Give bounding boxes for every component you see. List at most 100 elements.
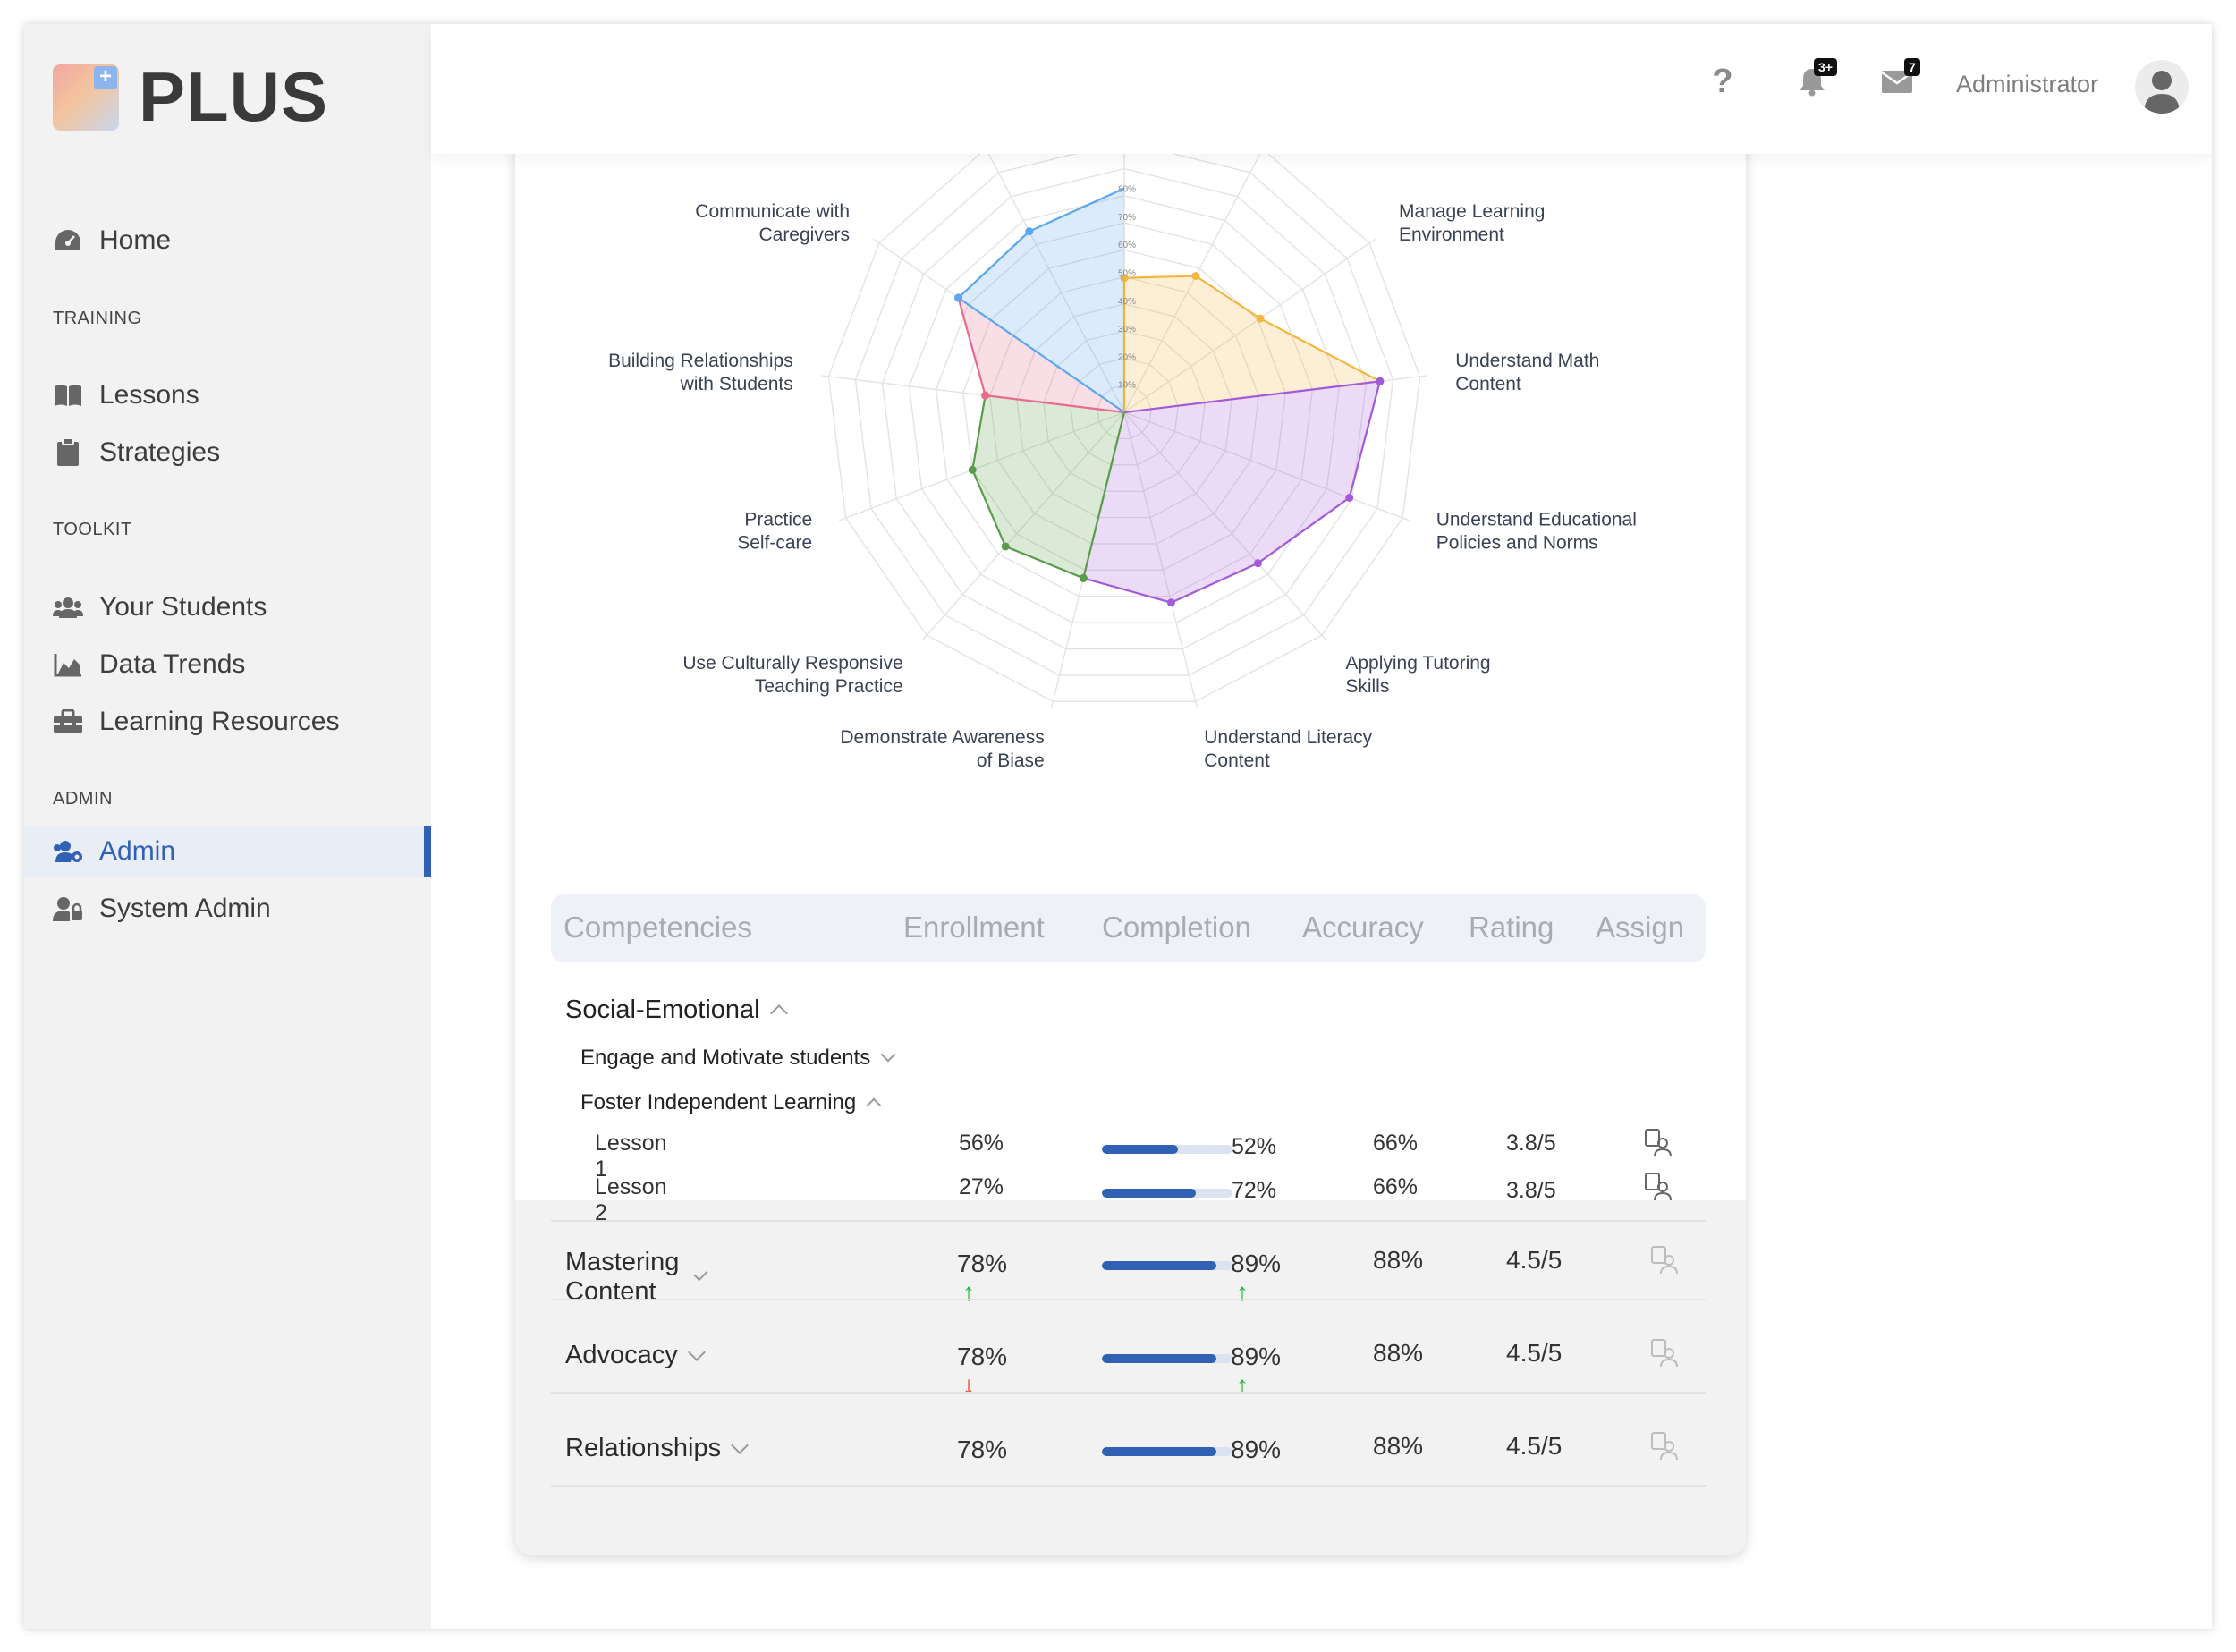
radar-axis-label: with Students: [680, 374, 793, 394]
radar-grid-ring: [961, 249, 1287, 572]
sidebar-item-learning-resources[interactable]: Learning Resources: [24, 697, 431, 747]
category-name: Advocacy: [565, 1341, 678, 1369]
radar-axis-label: Teaching Practice: [755, 676, 903, 697]
radar-boundary: [957, 297, 1125, 413]
radar-boundary: [985, 394, 1125, 414]
category-accuracy: 88%: [1373, 1432, 1424, 1460]
radar-series-line: [971, 394, 1084, 580]
help-button[interactable]: ?: [1701, 60, 1744, 103]
sidebar-item-admin[interactable]: Admin: [24, 826, 431, 877]
radar-axis-label: Communicate with: [695, 201, 850, 222]
user-name[interactable]: Administrator: [1956, 71, 2099, 97]
radar-axis-label: Understand Educational: [1436, 509, 1637, 529]
assign-user-icon[interactable]: [1643, 1127, 1673, 1157]
row-divider: [551, 1392, 1706, 1394]
sidebar-item-system-admin[interactable]: System Admin: [24, 884, 431, 934]
notifications-button[interactable]: 3+: [1791, 58, 1837, 103]
notifications-badge: 3+: [1814, 58, 1837, 76]
radar-point: [1120, 274, 1129, 283]
sidebar-item-label: Your Students: [99, 592, 267, 622]
lesson-accuracy: 66%: [1373, 1174, 1419, 1199]
radar-series-line: [957, 297, 987, 396]
chevron-down-icon: [731, 1436, 750, 1454]
avatar-icon: [2144, 71, 2180, 114]
radar-tick-label: 30%: [1118, 325, 1136, 335]
radar-point: [1166, 598, 1175, 607]
toolbox-icon: [53, 707, 83, 737]
category-name: Social-Emotional: [565, 995, 760, 1024]
sidebar-item-home[interactable]: Home: [24, 216, 431, 266]
radar-axis-label: Demonstrate Awareness: [840, 727, 1044, 748]
radar-axis-label: Manage Learning: [1399, 201, 1545, 222]
completion-progress-bar: [1102, 1447, 1232, 1456]
radar-tick-label: 20%: [1118, 352, 1136, 362]
radar-area: [1083, 381, 1380, 603]
book-icon: [53, 380, 83, 411]
lesson-completion: 72%: [1232, 1178, 1277, 1203]
assign-user-icon[interactable]: [1649, 1430, 1680, 1461]
brand-name: PLUS: [139, 57, 329, 136]
radar-grid-ring: [1043, 330, 1206, 492]
radar-point: [981, 391, 990, 400]
category-rating: 4.5/5: [1506, 1339, 1563, 1367]
envelope-icon: [1881, 71, 1913, 93]
category-toggle[interactable]: Advocacy: [565, 1341, 706, 1370]
category-enrollment: 78%↓: [957, 1343, 1008, 1399]
chevron-down-icon: [880, 1046, 896, 1063]
category-rating: 4.5/5: [1506, 1432, 1563, 1460]
users-gear-icon: [53, 836, 83, 867]
user-avatar[interactable]: [2135, 60, 2189, 114]
radar-axis-label: Skills: [1345, 676, 1389, 697]
radar-axis-label: Use Culturally Responsive: [682, 653, 902, 674]
category-name: Relationships: [565, 1434, 722, 1462]
col-header-assign[interactable]: Assign: [1596, 911, 1685, 944]
sidebar-item-strategies[interactable]: Strategies: [24, 428, 431, 478]
assign-user-icon[interactable]: [1643, 1171, 1673, 1201]
messages-button[interactable]: 7: [1876, 58, 1920, 103]
radar-axis-label: Understand Literacy: [1204, 727, 1372, 748]
sidebar: + PLUS Home TRAINING Lessons Strategies …: [24, 24, 431, 1629]
sidebar-item-data-trends[interactable]: Data Trends: [24, 640, 431, 690]
col-header-accuracy[interactable]: Accuracy: [1302, 911, 1424, 944]
radar-point: [1256, 314, 1265, 323]
assign-user-icon[interactable]: [1649, 1244, 1680, 1275]
radar-area: [1124, 275, 1380, 412]
radar-axis-label: Building Relationships: [608, 351, 793, 371]
category-toggle[interactable]: Social-Emotional: [565, 995, 788, 1025]
category-toggle[interactable]: Mastering Content: [565, 1248, 708, 1307]
lesson-enrollment: 27%: [959, 1174, 1004, 1199]
radar-axis-label: Self-care: [737, 532, 812, 553]
section-label-admin: ADMIN: [53, 789, 113, 809]
col-header-rating[interactable]: Rating: [1469, 911, 1554, 944]
user-lock-icon: [53, 894, 83, 924]
row-divider: [551, 1220, 1706, 1222]
radar-area: [958, 188, 1124, 412]
subcategory-toggle[interactable]: Engage and Motivate students: [580, 1046, 896, 1071]
area-chart-icon: [53, 649, 83, 680]
app-window: + PLUS Home TRAINING Lessons Strategies …: [24, 24, 2212, 1629]
sidebar-item-label: Data Trends: [99, 649, 246, 679]
competency-radar-chart: 10%20%30%40%50%60%70%80%Foster Independe…: [608, 106, 1637, 771]
sidebar-item-label: Admin: [99, 836, 176, 866]
clipboard-icon: [53, 437, 83, 468]
radar-axis-label: Policies and Norms: [1436, 532, 1598, 553]
sidebar-item-lessons[interactable]: Lessons: [24, 370, 431, 420]
dashboard-icon: [53, 225, 83, 256]
chevron-up-icon: [866, 1097, 882, 1114]
lesson-completion: 52%: [1232, 1134, 1277, 1159]
col-header-enrollment[interactable]: Enrollment: [903, 911, 1045, 944]
competencies-card: 10% 20% 30% 40% 50% 60% 70% 80% Foster Independe…: [515, 105, 1746, 1555]
category-toggle[interactable]: Relationships: [565, 1434, 750, 1463]
assign-user-icon[interactable]: [1649, 1337, 1680, 1368]
subcategory-toggle[interactable]: Foster Independent Learning: [580, 1090, 882, 1115]
top-header: ? 3+ 7 Administrator: [431, 24, 2212, 154]
radar-axis-label: Practice: [744, 509, 812, 529]
radar-spoke: [1123, 411, 1198, 709]
col-header-completion[interactable]: Completion: [1102, 911, 1251, 944]
users-icon: [53, 592, 83, 623]
brand-logo[interactable]: + PLUS: [53, 56, 328, 138]
sidebar-item-your-students[interactable]: Your Students: [24, 582, 431, 632]
col-header-competencies[interactable]: Competencies: [563, 911, 752, 944]
radar-axis-label: of Biase: [977, 750, 1045, 771]
radar-axis-label: Environment: [1399, 225, 1504, 245]
